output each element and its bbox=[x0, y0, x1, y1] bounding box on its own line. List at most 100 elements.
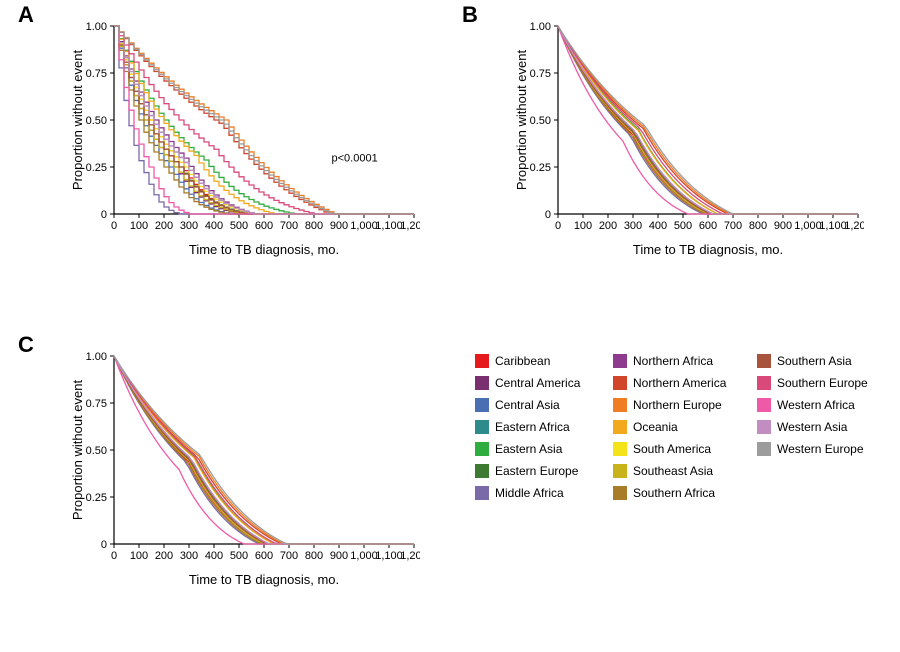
legend-column: Caribbean Central America Central Asia East… bbox=[475, 350, 580, 504]
legend-item-southern-africa: Southern Africa bbox=[613, 482, 726, 504]
svg-text:1,100: 1,100 bbox=[375, 220, 403, 232]
legend-swatch bbox=[757, 354, 771, 368]
legend-item-central-asia: Central Asia bbox=[475, 394, 580, 416]
curve-northern-africa bbox=[558, 26, 858, 214]
legend-swatch bbox=[613, 376, 627, 390]
svg-text:0.25: 0.25 bbox=[86, 492, 107, 504]
svg-text:900: 900 bbox=[774, 220, 792, 232]
svg-text:Time to TB diagnosis, mo.: Time to TB diagnosis, mo. bbox=[189, 572, 339, 587]
legend-swatch bbox=[475, 486, 489, 500]
svg-text:600: 600 bbox=[255, 220, 273, 232]
curve-oceania bbox=[558, 26, 858, 214]
svg-text:100: 100 bbox=[130, 550, 148, 562]
svg-text:1,000: 1,000 bbox=[350, 220, 378, 232]
svg-text:400: 400 bbox=[205, 220, 223, 232]
legend-label: Oceania bbox=[633, 420, 678, 434]
svg-text:1,200: 1,200 bbox=[400, 220, 420, 232]
curve-southern-africa bbox=[558, 26, 858, 214]
svg-text:Proportion without event: Proportion without event bbox=[70, 50, 85, 191]
legend-item-south-america: South America bbox=[613, 438, 726, 460]
svg-text:1,000: 1,000 bbox=[794, 220, 822, 232]
curve-south-america bbox=[114, 356, 414, 544]
legend-label: Southern Europe bbox=[777, 376, 868, 390]
svg-text:0: 0 bbox=[101, 539, 107, 551]
svg-text:Proportion without event: Proportion without event bbox=[70, 380, 85, 521]
svg-text:1,100: 1,100 bbox=[375, 550, 403, 562]
svg-text:600: 600 bbox=[699, 220, 717, 232]
svg-text:0.25: 0.25 bbox=[530, 162, 551, 174]
legend: Caribbean Central America Central Asia East… bbox=[475, 350, 875, 520]
legend-item-oceania: Oceania bbox=[613, 416, 726, 438]
curve-southeast-asia bbox=[114, 356, 414, 544]
legend-label: Northern America bbox=[633, 376, 726, 390]
svg-text:100: 100 bbox=[574, 220, 592, 232]
legend-label: Central Asia bbox=[495, 398, 560, 412]
legend-item-northern-america: Northern America bbox=[613, 372, 726, 394]
legend-swatch bbox=[475, 420, 489, 434]
legend-swatch bbox=[613, 420, 627, 434]
curve-eastern-asia bbox=[558, 26, 858, 214]
legend-swatch bbox=[613, 442, 627, 456]
svg-text:0.50: 0.50 bbox=[530, 115, 551, 127]
legend-label: Southern Asia bbox=[777, 354, 852, 368]
legend-item-southern-asia: Southern Asia bbox=[757, 350, 868, 372]
curve-western-europe bbox=[114, 356, 414, 544]
legend-item-western-africa: Western Africa bbox=[757, 394, 868, 416]
legend-swatch bbox=[757, 420, 771, 434]
curve-eastern-africa bbox=[558, 26, 858, 214]
svg-text:300: 300 bbox=[180, 550, 198, 562]
curve-oceania bbox=[114, 356, 414, 544]
svg-text:0.50: 0.50 bbox=[86, 115, 107, 127]
curve-northern-africa bbox=[114, 356, 414, 544]
legend-column: Southern Asia Southern Europe Western Afri… bbox=[757, 350, 868, 460]
svg-text:700: 700 bbox=[724, 220, 742, 232]
svg-text:800: 800 bbox=[749, 220, 767, 232]
legend-swatch bbox=[613, 398, 627, 412]
curve-central-asia bbox=[558, 26, 858, 214]
panel-c-label: C bbox=[18, 332, 34, 358]
svg-text:600: 600 bbox=[255, 550, 273, 562]
legend-column: Northern AfricaNorthern AmericaNorthern … bbox=[613, 350, 726, 504]
curve-southern-europe bbox=[114, 356, 414, 544]
svg-text:300: 300 bbox=[180, 220, 198, 232]
legend-swatch bbox=[757, 376, 771, 390]
legend-swatch bbox=[613, 464, 627, 478]
curve-western-asia bbox=[114, 356, 414, 544]
legend-item-southeast-asia: Southeast Asia bbox=[613, 460, 726, 482]
svg-text:Proportion without event: Proportion without event bbox=[514, 50, 529, 191]
legend-label: Eastern Europe bbox=[495, 464, 578, 478]
curve-middle-africa bbox=[558, 26, 858, 214]
svg-text:0: 0 bbox=[111, 220, 117, 232]
legend-item-eastern-africa: Eastern Africa bbox=[475, 416, 580, 438]
panel-a-label: A bbox=[18, 2, 34, 28]
legend-swatch bbox=[475, 442, 489, 456]
legend-label: South America bbox=[633, 442, 711, 456]
svg-text:800: 800 bbox=[305, 550, 323, 562]
curve-caribbean bbox=[114, 356, 414, 544]
curve-eastern-europe bbox=[114, 356, 414, 544]
legend-label: Central America bbox=[495, 376, 580, 390]
legend-label: Northern Europe bbox=[633, 398, 722, 412]
svg-text:Time to TB diagnosis, mo.: Time to TB diagnosis, mo. bbox=[189, 242, 339, 257]
svg-text:1,000: 1,000 bbox=[350, 550, 378, 562]
svg-text:1.00: 1.00 bbox=[86, 21, 107, 33]
legend-swatch bbox=[613, 354, 627, 368]
svg-text:200: 200 bbox=[155, 550, 173, 562]
panel-a-chart: 00.250.500.751.0001002003004005006007008… bbox=[70, 20, 420, 260]
svg-text:0.50: 0.50 bbox=[86, 445, 107, 457]
legend-label: Western Asia bbox=[777, 420, 847, 434]
svg-text:400: 400 bbox=[649, 220, 667, 232]
legend-label: Eastern Africa bbox=[495, 420, 570, 434]
legend-item-western-europe: Western Europe bbox=[757, 438, 868, 460]
curve-southern-africa bbox=[114, 356, 414, 544]
curve-eastern-europe bbox=[558, 26, 858, 214]
curve-southern-europe bbox=[558, 26, 858, 214]
svg-text:500: 500 bbox=[674, 220, 692, 232]
curve-eastern-africa bbox=[114, 356, 414, 544]
svg-text:0.75: 0.75 bbox=[530, 68, 551, 80]
svg-text:0: 0 bbox=[111, 550, 117, 562]
legend-label: Caribbean bbox=[495, 354, 550, 368]
curve-southern-asia bbox=[114, 356, 414, 544]
svg-text:Time to TB diagnosis, mo.: Time to TB diagnosis, mo. bbox=[633, 242, 783, 257]
svg-text:0: 0 bbox=[545, 209, 551, 221]
